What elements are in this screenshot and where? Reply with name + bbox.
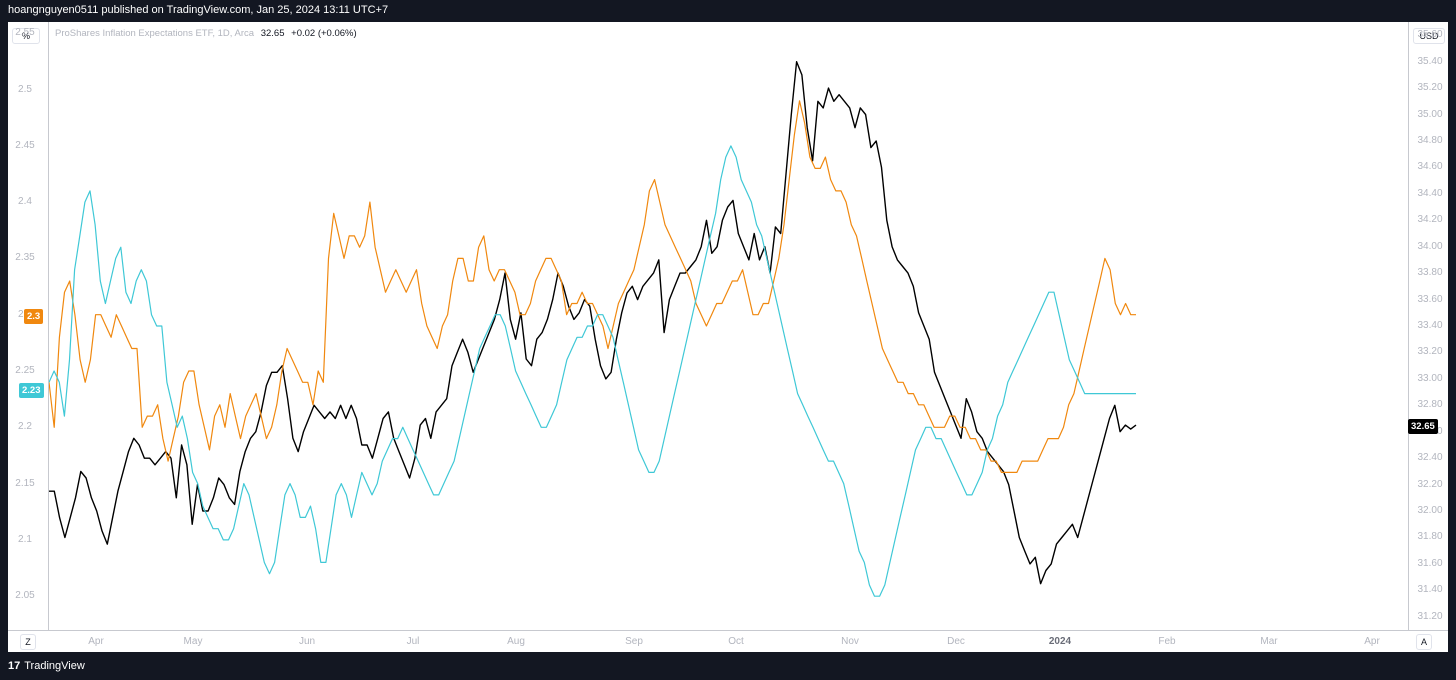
time-axis[interactable]: Z A Apr May Jun Jul Aug Sep Oct Nov Dec 2024 Feb Ma… [8, 630, 1448, 653]
time-axis-label: Mar [1260, 636, 1278, 647]
footer: 17 TradingView [0, 652, 1456, 680]
left-axis-tick: 2.2 [18, 421, 32, 433]
publish-text: hoangnguyen0511 published on TradingView… [8, 4, 389, 16]
zoom-button[interactable]: Z [20, 634, 36, 650]
auto-scale-button[interactable]: A [1416, 634, 1432, 650]
symbol-name: ProShares Inflation Expectations ETF, 1D… [55, 28, 255, 39]
right-axis-tick: 34.60 [1417, 161, 1443, 173]
left-axis-tick: 2.15 [15, 477, 35, 489]
series-line-0[interactable] [49, 61, 1137, 585]
time-axis-label: Oct [728, 636, 744, 647]
series-line-1[interactable] [49, 100, 1136, 473]
last-price: 32.65 [260, 28, 285, 39]
time-axis-label: Apr [1364, 636, 1380, 647]
left-axis-tick: 2.35 [15, 252, 35, 264]
right-axis-tick: 31.20 [1417, 610, 1443, 622]
right-axis-tick: 31.60 [1417, 557, 1443, 569]
right-axis-tick: 32.00 [1417, 505, 1443, 517]
series-line-2[interactable] [49, 145, 1136, 597]
right-axis-tick: 35.00 [1417, 108, 1443, 120]
percent-scale-button[interactable]: % [12, 28, 40, 44]
right-axis-tick: 33.40 [1417, 320, 1443, 331]
left-axis-tick: 2.55 [15, 27, 35, 39]
time-axis-label: Aug [507, 636, 525, 647]
left-axis-tick: 2.4 [18, 196, 32, 208]
logo-text: TradingView [24, 660, 85, 672]
right-axis-tick: 32.40 [1417, 452, 1443, 464]
currency-button[interactable]: USD [1413, 28, 1445, 44]
tradingview-logo[interactable]: 17 TradingView [8, 660, 85, 672]
plot-area[interactable] [49, 22, 1408, 630]
time-axis-label: Apr [88, 636, 104, 647]
left-axis-tick: 2.25 [15, 365, 35, 377]
orange-series-badge: 2.3 [24, 309, 44, 324]
time-axis-label: Jul [406, 636, 420, 647]
left-axis-tick: 2.45 [15, 139, 35, 151]
right-axis-tick: 34.00 [1417, 240, 1443, 252]
right-axis-tick: 32.20 [1417, 478, 1443, 490]
publish-header: hoangnguyen0511 published on TradingView… [0, 0, 1456, 22]
right-axis-tick: 34.40 [1417, 187, 1443, 199]
chart-frame [8, 22, 1448, 652]
time-axis-label: Jun [298, 636, 316, 647]
time-axis-label: 2024 [1048, 636, 1072, 647]
right-axis-tick: 33.80 [1417, 267, 1443, 279]
chart-legend: ProShares Inflation Expectations ETF, 1D… [55, 28, 357, 39]
right-axis-tick: 35.60 [1417, 29, 1443, 41]
right-axis-tick: 33.60 [1417, 293, 1443, 305]
right-axis-tick: 33.00 [1417, 372, 1443, 384]
time-axis-label: Nov [841, 636, 859, 647]
cyan-series-badge: 2.23 [19, 383, 44, 398]
right-axis-tick: 32.80 [1417, 399, 1443, 411]
time-axis-label: Feb [1158, 636, 1176, 647]
right-axis-tick: 33.20 [1417, 346, 1443, 358]
left-price-axis[interactable]: % 2.55 2.5 2.45 2.4 2.35 2.3 2.25 2.2 2.15 2.1 2.0… [8, 22, 49, 630]
left-axis-tick: 2.5 [18, 83, 32, 95]
right-axis-tick: 34.20 [1417, 214, 1443, 226]
right-axis-tick: 35.40 [1417, 55, 1443, 67]
right-axis-tick: 35.20 [1417, 82, 1443, 94]
right-axis-tick: 34.80 [1417, 134, 1443, 146]
left-axis-tick: 2.1 [18, 533, 32, 545]
price-change: +0.02 (+0.06%) [291, 28, 357, 39]
time-axis-label: Dec [947, 636, 965, 647]
right-axis-tick: 31.40 [1417, 584, 1443, 596]
logo-icon: 17 [8, 660, 21, 672]
time-axis-label: May [183, 636, 203, 647]
right-axis-tick: 31.80 [1417, 531, 1443, 543]
right-price-axis[interactable]: USD 35.60 35.40 35.20 35.00 34.80 34.60 34.40 3… [1408, 22, 1449, 630]
time-axis-label: Sep [625, 636, 643, 647]
left-axis-tick: 2.05 [15, 590, 35, 602]
price-badge: 32.65 [1408, 419, 1438, 434]
